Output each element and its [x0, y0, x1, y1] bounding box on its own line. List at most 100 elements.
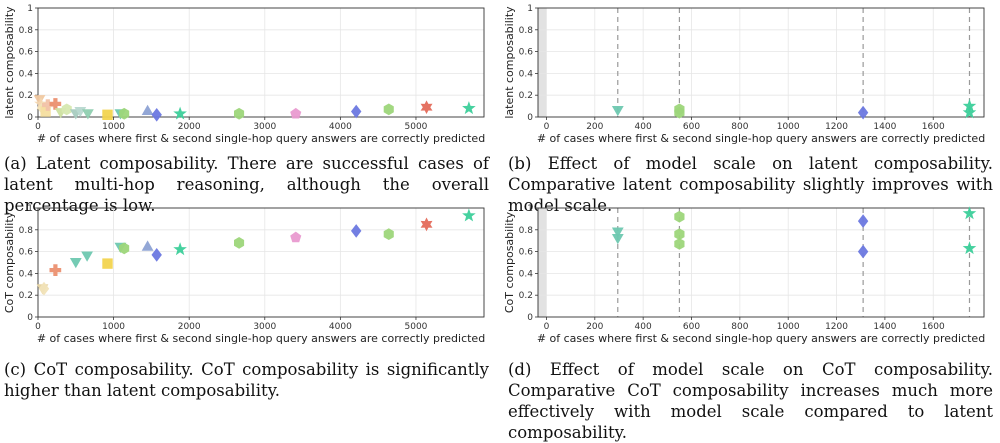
- chart-a-xtick-label: 0: [35, 122, 41, 132]
- chart-c-xtick-label: 2000: [178, 322, 201, 332]
- chart-c-point-square: [102, 258, 113, 269]
- chart-a-point-hexagon: [119, 107, 130, 120]
- chart-a-point-hexagon: [234, 107, 245, 120]
- chart-b-point-triangle-down: [611, 106, 624, 117]
- chart-c-ytick-label: 0.4: [19, 269, 34, 279]
- chart-a-svg: 0 1000 2000 3000 4000 5000 0 0.2 0.4 0.6 0.8 1 # of …: [3, 4, 485, 145]
- chart-c-point-triangle-down: [81, 251, 93, 262]
- chart-c-point-diamond: [351, 224, 362, 238]
- chart-a-ytick-label: 0: [27, 113, 33, 123]
- chart-a-ytick-label: 0.2: [19, 91, 33, 101]
- chart-c-point-diamond: [151, 248, 162, 262]
- chart-d-xtick-label: 400: [635, 322, 652, 332]
- chart-a-ytick-label: 0.8: [19, 26, 34, 36]
- chart-d-frame: [537, 207, 985, 318]
- chart-d-xtick-label: 800: [731, 322, 748, 332]
- chart-c-frame: [37, 207, 485, 318]
- chart-c-point-hexagon: [119, 242, 130, 255]
- chart-b-point-diamond: [857, 105, 869, 120]
- chart-d-ytick-label: 0.6: [519, 248, 534, 258]
- chart-d-point-hexagon: [674, 238, 685, 250]
- chart-a-point-hexagon: [61, 103, 72, 116]
- chart-a-point-plus: [49, 98, 62, 110]
- chart-b-xtick-label: 1600: [922, 122, 945, 132]
- chart-d-xtick-label: 600: [683, 322, 700, 332]
- chart-d-point-triangle-down: [611, 227, 624, 238]
- chart-a-ytick-label: 0.6: [19, 48, 34, 58]
- chart-a-frame: [37, 7, 485, 118]
- chart-a-point-triangle-up: [141, 104, 154, 115]
- chart-a-ytick-label: 1: [27, 4, 33, 14]
- chart-c-point-star: [173, 242, 187, 256]
- chart-b-xtick-label: 800: [731, 122, 748, 132]
- caption-c: (c) CoT composability. CoT composability…: [4, 360, 489, 400]
- chart-c: 0 1000 2000 3000 4000 5000 0 0.2 0.4 0.6 0.8 1 # of …: [0, 200, 500, 348]
- chart-a-point-diamond: [151, 108, 162, 122]
- chart-b-point-hexagon: [674, 106, 685, 119]
- chart-a-xtick-label: 4000: [329, 122, 352, 132]
- chart-c-point-diamond: [38, 281, 50, 296]
- chart-c-point-triangle-down: [69, 258, 82, 269]
- caption-b: (b) Effect of model scale on latent comp…: [508, 154, 993, 215]
- chart-d-point-hexagon: [674, 228, 685, 240]
- chart-b-frame: [537, 7, 985, 118]
- chart-a-xlabel: # of cases where first & second single-h…: [37, 132, 485, 145]
- chart-a-xtick-label: 2000: [178, 122, 201, 132]
- chart-d-point-star: [962, 241, 977, 255]
- chart-d-svg: 0 200 400 600 800 1000 1200 1400 1600 0 0.2 0.4 0.6 0…: [503, 204, 985, 345]
- chart-b-ytick-label: 0.6: [519, 48, 534, 58]
- chart-a-xtick-label: 3000: [253, 122, 276, 132]
- chart-d-point-diamond: [857, 244, 869, 259]
- chart-a-point-hexagon: [383, 103, 394, 116]
- chart-a-point-diamond: [351, 104, 362, 119]
- chart-d-point-hexagon: [674, 210, 685, 223]
- chart-d-ytick-label: 1: [527, 204, 533, 214]
- chart-c-point-star6: [420, 217, 433, 232]
- chart-a-xtick-label: 5000: [405, 122, 428, 132]
- chart-c-ytick-label: 1: [27, 204, 33, 214]
- chart-b-shaded-region: [538, 8, 547, 117]
- chart-a: 0 1000 2000 3000 4000 5000 0 0.2 0.4 0.6 0.8 1 # of …: [0, 0, 500, 148]
- caption-d: (d) Effect of model scale on CoT composa…: [508, 360, 993, 442]
- chart-b-ylabel: latent composability: [503, 6, 516, 119]
- chart-d-ytick-label: 0.2: [519, 291, 533, 301]
- chart-c-xlabel: # of cases where first & second single-h…: [37, 332, 485, 345]
- chart-c-point-triangle-up: [141, 240, 154, 251]
- chart-c-point-hexagon: [383, 228, 394, 240]
- chart-b-ytick-label: 0.2: [519, 91, 533, 101]
- chart-c-ytick-label: 0.8: [19, 226, 34, 236]
- chart-b-ytick-label: 0: [527, 113, 533, 123]
- chart-a-point-star: [34, 96, 48, 110]
- chart-b-xtick-label: 400: [635, 122, 652, 132]
- chart-b-ytick-label: 0.8: [519, 26, 534, 36]
- chart-b-point-star: [962, 105, 977, 119]
- chart-b-point-star: [962, 98, 977, 112]
- chart-b-xtick-label: 1000: [777, 122, 800, 132]
- chart-a-point-pentagon: [290, 107, 302, 119]
- chart-c-point-hexagon: [234, 237, 245, 249]
- chart-d-xtick-label: 1400: [873, 322, 896, 332]
- chart-b-xtick-label: 1400: [873, 122, 896, 132]
- chart-c-ytick-label: 0.2: [19, 291, 33, 301]
- chart-a-point-star: [462, 101, 476, 115]
- chart-c-xtick-label: 0: [35, 322, 41, 332]
- chart-c-ytick-label: 0: [27, 313, 33, 323]
- chart-b-ytick-label: 1: [527, 4, 533, 14]
- chart-a-ylabel: latent composability: [3, 6, 16, 119]
- chart-d-shaded-region: [538, 208, 547, 317]
- chart-c-xtick-label: 3000: [253, 322, 276, 332]
- chart-b-ytick-label: 0.4: [519, 69, 534, 79]
- chart-d: 0 200 400 600 800 1000 1200 1400 1600 0 0.2 0.4 0.6 0…: [500, 200, 1000, 348]
- chart-b-xtick-label: 1200: [825, 122, 848, 132]
- caption-a: (a) Latent composability. There are succ…: [4, 154, 489, 215]
- chart-b-xtick-label: 0: [544, 122, 550, 132]
- chart-c-xtick-label: 1000: [102, 322, 125, 332]
- chart-a-ytick-label: 0.4: [19, 69, 34, 79]
- chart-a-point-triangle-down: [33, 95, 46, 106]
- chart-d-ytick-label: 0.8: [519, 226, 534, 236]
- chart-c-point-plus: [49, 264, 62, 276]
- chart-c-point-pentagon: [290, 231, 302, 243]
- chart-c-xtick-label: 5000: [405, 322, 428, 332]
- chart-d-xtick-label: 200: [586, 322, 603, 332]
- chart-d-point-triangle-down: [611, 234, 624, 245]
